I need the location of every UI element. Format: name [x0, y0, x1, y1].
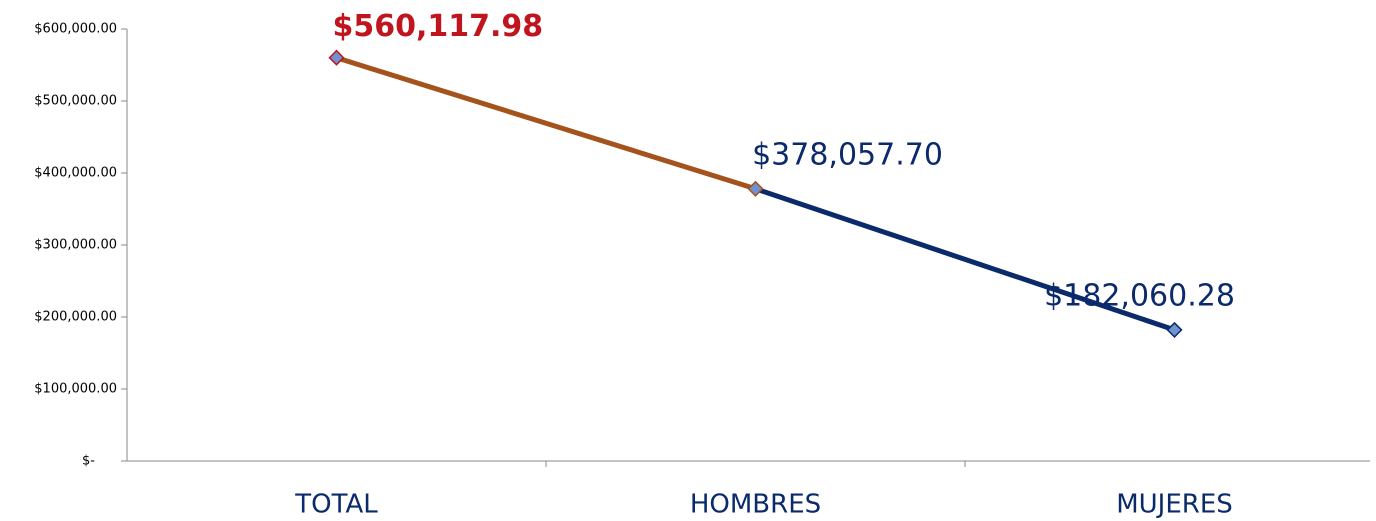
x-tick-label: MUJERES — [1116, 490, 1233, 520]
marker — [1166, 321, 1183, 338]
marker — [747, 180, 764, 197]
y-tick-label: $100,000.00 — [34, 382, 117, 397]
data-label: $560,117.98 — [333, 9, 544, 44]
line-segment — [754, 186, 1176, 333]
data-label: $182,060.28 — [1044, 278, 1235, 313]
x-tick-label: HOMBRES — [690, 490, 821, 520]
y-tick-label: $- — [82, 454, 95, 469]
y-tick-label: $200,000.00 — [34, 310, 117, 325]
data-label: $378,057.70 — [752, 137, 943, 172]
y-tick-label: $400,000.00 — [34, 166, 117, 181]
y-tick-label: $600,000.00 — [34, 22, 117, 37]
marker — [328, 49, 345, 66]
y-tick-label: $500,000.00 — [34, 94, 117, 109]
line-segment — [335, 55, 757, 192]
y-tick-label: $300,000.00 — [34, 238, 117, 253]
x-tick-label: TOTAL — [294, 490, 378, 520]
